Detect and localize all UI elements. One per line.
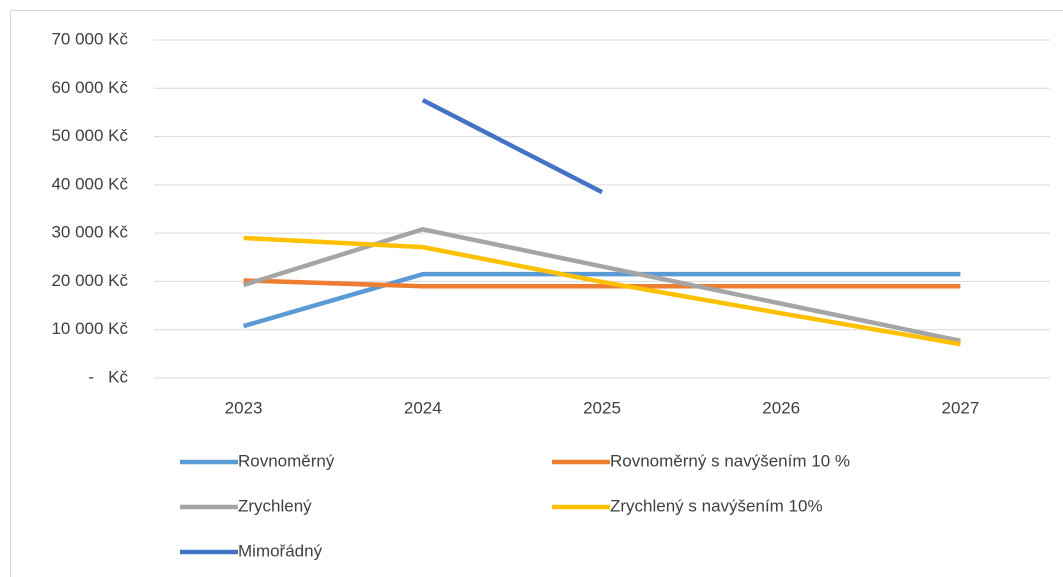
y-tick-label: 10 000 Kč bbox=[51, 319, 128, 338]
series-line bbox=[421, 98, 604, 195]
legend-label: Zrychlený s navýšením 10% bbox=[610, 496, 823, 515]
series-line bbox=[243, 235, 961, 347]
chart-border bbox=[10, 10, 1063, 577]
x-tick-label: 2025 bbox=[583, 398, 621, 417]
x-tick-label: 2024 bbox=[404, 398, 442, 417]
y-tick-label: 60 000 Kč bbox=[51, 78, 128, 97]
y-tick-label: 40 000 Kč bbox=[51, 174, 128, 193]
series-line bbox=[242, 271, 961, 329]
x-tick-label: 2026 bbox=[762, 398, 800, 417]
x-tick-label: 2027 bbox=[941, 398, 979, 417]
y-tick-label: - Kč bbox=[84, 367, 129, 386]
legend-label: Zrychlený bbox=[238, 496, 312, 515]
series-line bbox=[242, 227, 961, 344]
y-tick-label: 70 000 Kč bbox=[51, 29, 128, 48]
y-tick-label: 50 000 Kč bbox=[51, 126, 128, 145]
y-tick-label: 30 000 Kč bbox=[51, 223, 128, 242]
series-line bbox=[243, 278, 961, 289]
legend-label: Rovnoměrný bbox=[238, 451, 335, 470]
x-tick-label: 2023 bbox=[225, 398, 263, 417]
legend-label: Rovnoměrný s navýšením 10 % bbox=[610, 451, 850, 470]
legend-label: Mimořádný bbox=[238, 541, 323, 560]
y-tick-label: 20 000 Kč bbox=[51, 271, 128, 290]
